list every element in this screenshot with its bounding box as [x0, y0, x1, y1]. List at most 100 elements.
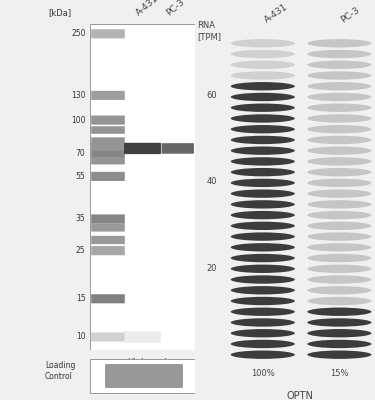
Text: 20: 20 [207, 264, 218, 273]
Ellipse shape [231, 71, 295, 80]
FancyBboxPatch shape [91, 294, 125, 303]
Ellipse shape [308, 254, 371, 262]
Ellipse shape [308, 93, 371, 101]
FancyBboxPatch shape [91, 143, 125, 151]
FancyBboxPatch shape [91, 116, 125, 125]
Text: 40: 40 [207, 177, 218, 186]
Ellipse shape [308, 39, 371, 48]
Ellipse shape [308, 243, 371, 252]
Ellipse shape [231, 50, 295, 58]
Text: 60: 60 [207, 91, 218, 100]
Ellipse shape [231, 232, 295, 241]
Text: High: High [128, 358, 147, 367]
FancyBboxPatch shape [124, 331, 161, 343]
Ellipse shape [308, 200, 371, 208]
Ellipse shape [308, 114, 371, 123]
FancyBboxPatch shape [91, 236, 125, 244]
Bar [90, 24, 195, 350]
Text: 10: 10 [76, 332, 86, 342]
Ellipse shape [231, 211, 295, 219]
Text: Loading
Control: Loading Control [45, 361, 75, 381]
Ellipse shape [308, 286, 371, 294]
Text: 15%: 15% [330, 369, 349, 378]
Ellipse shape [308, 265, 371, 273]
Bar [90, 359, 195, 393]
Ellipse shape [231, 136, 295, 144]
Ellipse shape [231, 190, 295, 198]
Text: RNA
[TPM]: RNA [TPM] [197, 22, 221, 41]
Ellipse shape [231, 179, 295, 187]
Ellipse shape [308, 168, 371, 176]
Ellipse shape [308, 146, 371, 155]
Text: Low: Low [164, 358, 180, 367]
Ellipse shape [231, 286, 295, 294]
FancyBboxPatch shape [91, 172, 125, 181]
FancyBboxPatch shape [91, 157, 125, 164]
Text: A-431: A-431 [263, 3, 290, 25]
Ellipse shape [308, 297, 371, 305]
FancyBboxPatch shape [91, 223, 125, 232]
FancyBboxPatch shape [162, 143, 194, 154]
Ellipse shape [231, 125, 295, 133]
Ellipse shape [231, 340, 295, 348]
Ellipse shape [231, 254, 295, 262]
Ellipse shape [231, 93, 295, 101]
Ellipse shape [231, 350, 295, 359]
Ellipse shape [308, 211, 371, 219]
Text: 55: 55 [76, 172, 86, 181]
Ellipse shape [231, 60, 295, 69]
FancyBboxPatch shape [91, 91, 125, 100]
Ellipse shape [231, 200, 295, 208]
Ellipse shape [231, 243, 295, 252]
Text: 70: 70 [76, 149, 86, 158]
Ellipse shape [231, 265, 295, 273]
Ellipse shape [231, 168, 295, 176]
Ellipse shape [308, 179, 371, 187]
FancyBboxPatch shape [124, 143, 161, 154]
Ellipse shape [231, 157, 295, 166]
FancyBboxPatch shape [91, 137, 125, 145]
FancyBboxPatch shape [91, 214, 125, 224]
Text: OPTN: OPTN [287, 391, 314, 400]
Ellipse shape [308, 136, 371, 144]
Ellipse shape [308, 71, 371, 80]
FancyBboxPatch shape [91, 29, 125, 38]
Ellipse shape [308, 318, 371, 327]
Ellipse shape [231, 275, 295, 284]
Ellipse shape [308, 82, 371, 90]
Text: A-431: A-431 [134, 0, 160, 18]
Text: 130: 130 [71, 91, 86, 100]
Ellipse shape [231, 114, 295, 123]
Text: 25: 25 [76, 246, 86, 255]
FancyBboxPatch shape [91, 332, 125, 342]
Ellipse shape [231, 329, 295, 338]
Text: [kDa]: [kDa] [48, 8, 71, 18]
Ellipse shape [308, 60, 371, 69]
Ellipse shape [231, 222, 295, 230]
Ellipse shape [308, 232, 371, 241]
Text: PC-3: PC-3 [339, 6, 362, 25]
Text: 100: 100 [71, 116, 86, 124]
Ellipse shape [308, 308, 371, 316]
Ellipse shape [308, 157, 371, 166]
Ellipse shape [231, 104, 295, 112]
Ellipse shape [231, 308, 295, 316]
Text: 35: 35 [76, 214, 86, 224]
Ellipse shape [231, 82, 295, 90]
Ellipse shape [231, 318, 295, 327]
Ellipse shape [308, 350, 371, 359]
FancyBboxPatch shape [91, 246, 125, 255]
Ellipse shape [308, 222, 371, 230]
Ellipse shape [308, 125, 371, 133]
Text: PC-3: PC-3 [165, 0, 187, 18]
Text: 15: 15 [76, 294, 86, 303]
FancyBboxPatch shape [105, 364, 183, 388]
Ellipse shape [308, 190, 371, 198]
FancyBboxPatch shape [91, 149, 125, 158]
Ellipse shape [231, 297, 295, 305]
Text: 100%: 100% [251, 369, 274, 378]
FancyBboxPatch shape [91, 126, 125, 134]
Ellipse shape [308, 104, 371, 112]
Ellipse shape [231, 39, 295, 48]
Text: 250: 250 [71, 29, 86, 38]
